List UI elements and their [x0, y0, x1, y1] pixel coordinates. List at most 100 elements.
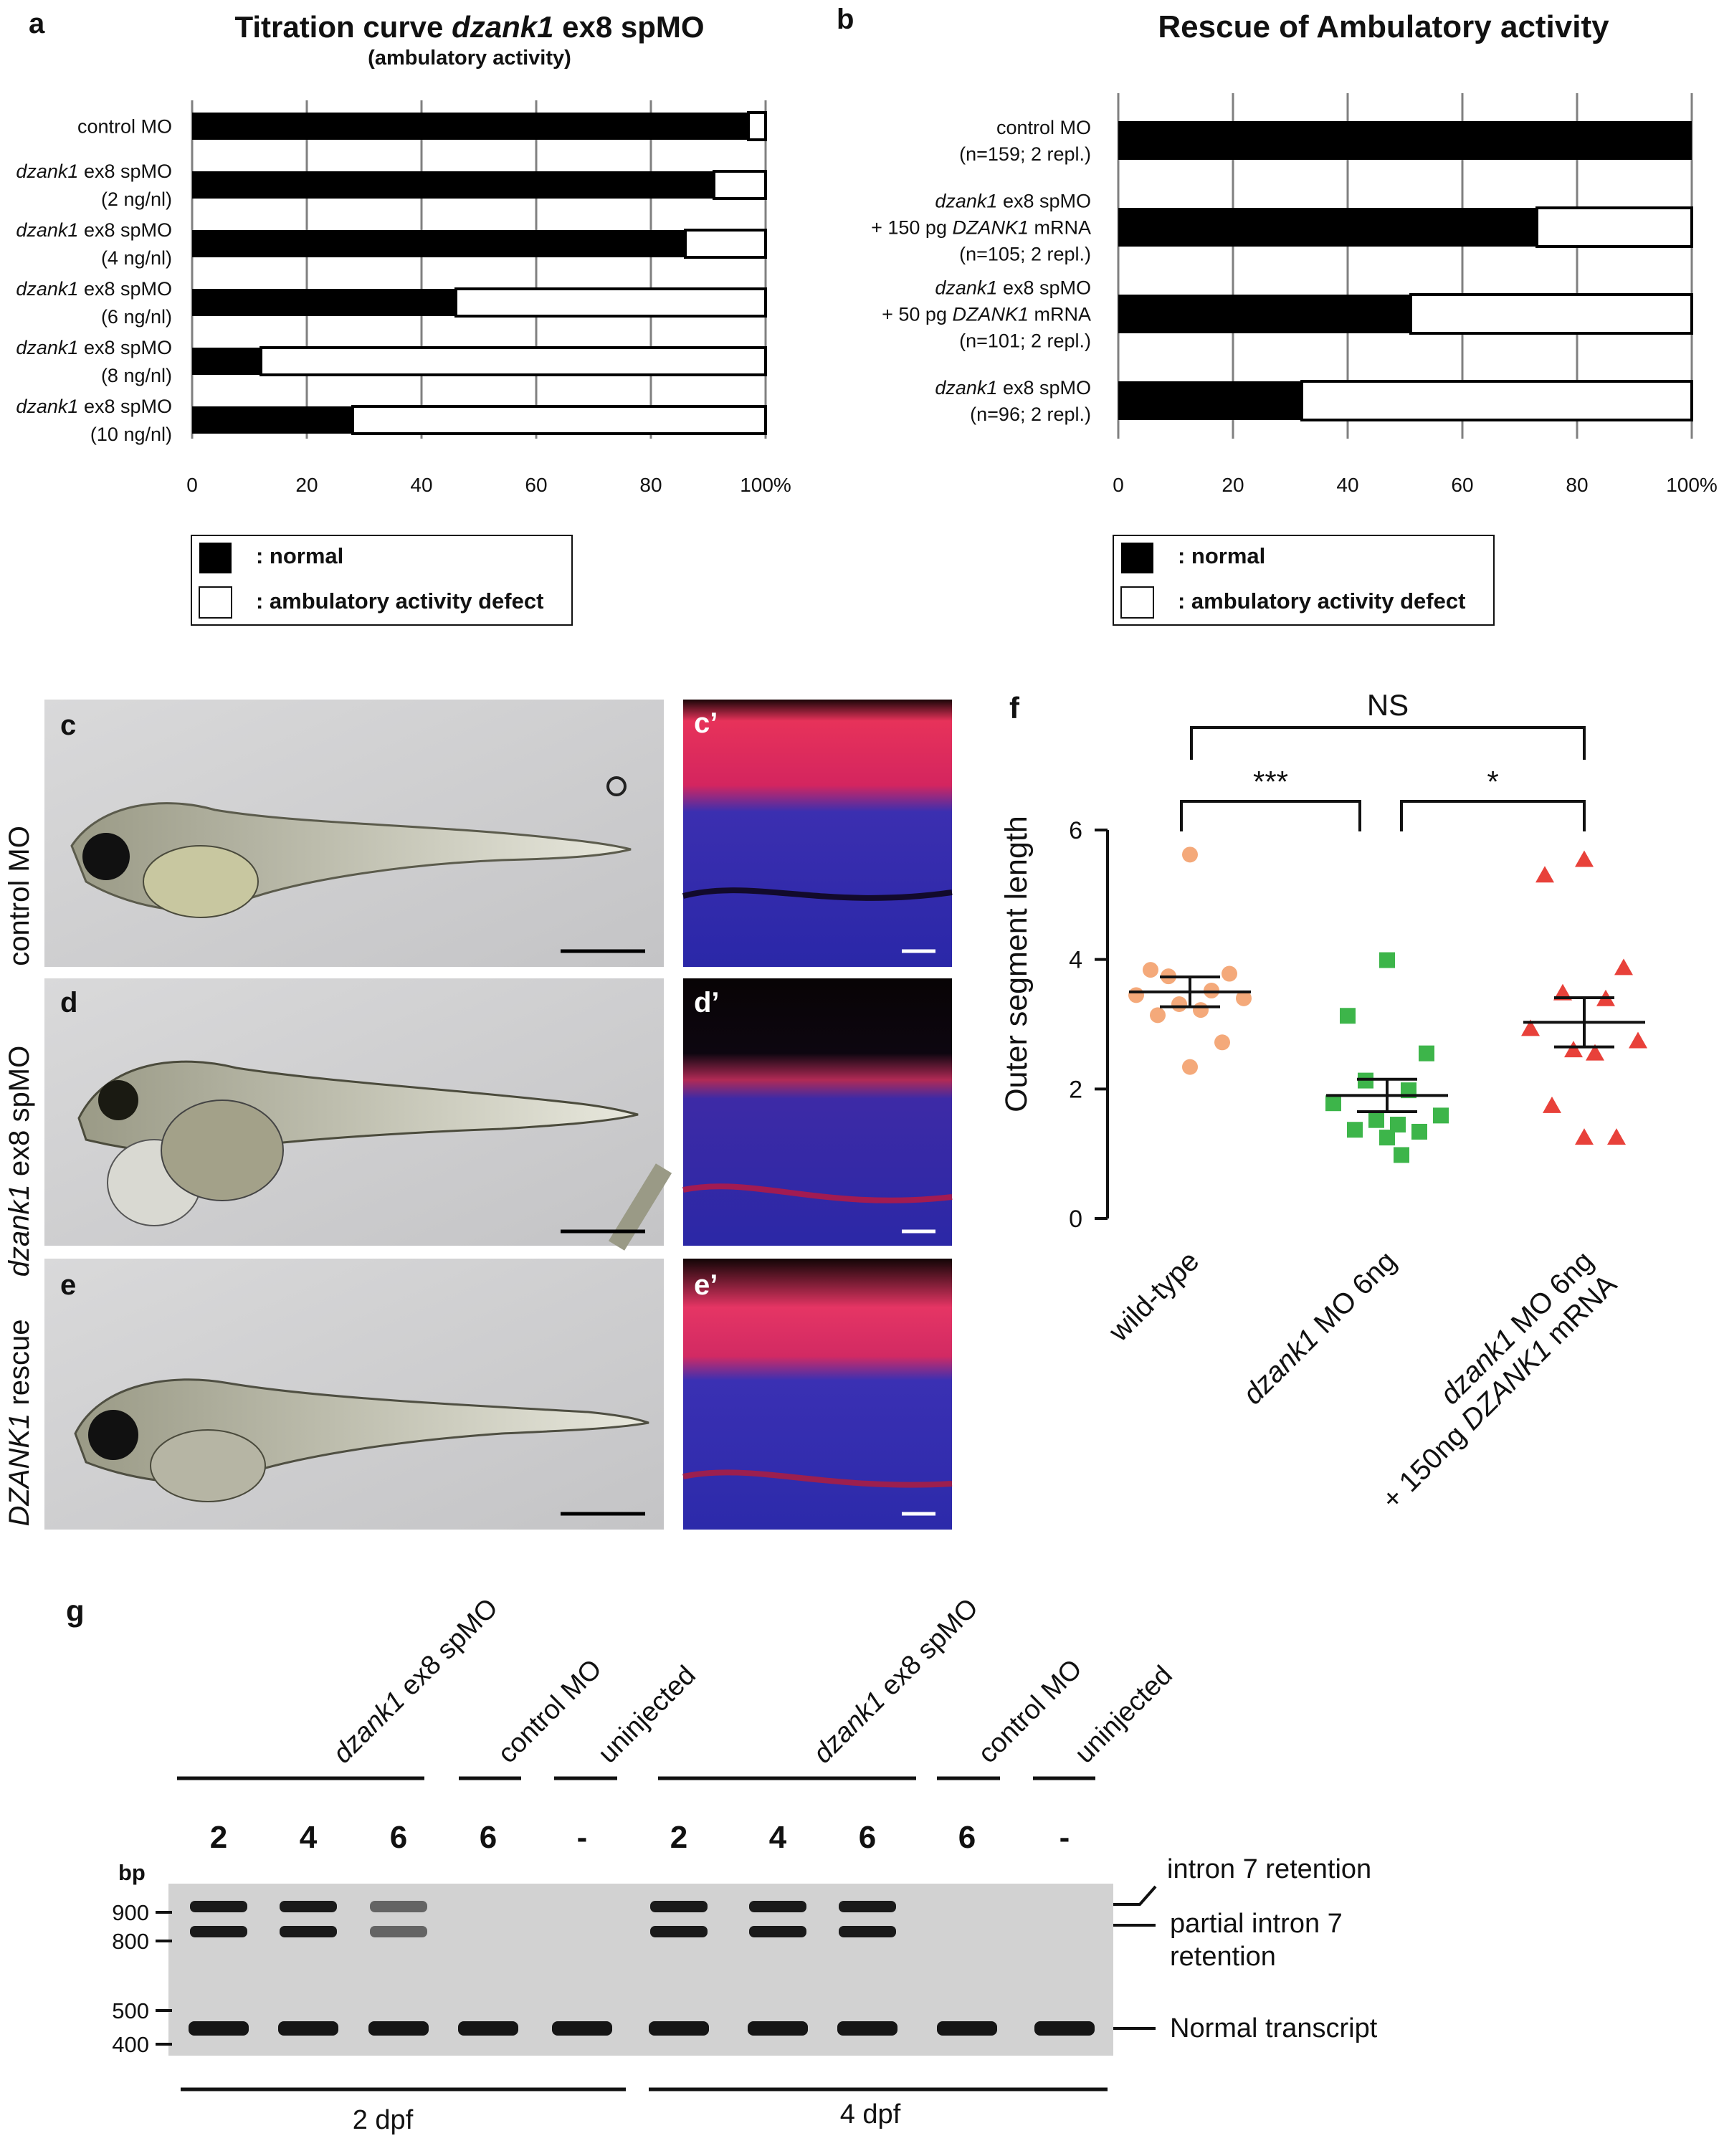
- intron7-pointer: [1113, 1885, 1157, 1906]
- band-normal: [837, 2021, 897, 2036]
- bar-normal: [1118, 295, 1411, 333]
- x-ticks-b: 0 20 40 60 80 100%: [1113, 474, 1718, 496]
- row-label-dzank1-spmo: dzank1 ex8 spMO: [4, 1046, 35, 1277]
- band-800bp: [650, 1926, 708, 1937]
- air-bubble: [606, 776, 627, 796]
- legend-label-normal-a: : normal: [256, 543, 343, 568]
- ladder-label: 900: [112, 1900, 149, 1925]
- significance-label: *: [1487, 765, 1498, 798]
- ladder-label: 400: [112, 2032, 149, 2057]
- significance-label: ***: [1253, 765, 1288, 798]
- chart-title-a: Titration curve dzank1 ex8 spMO: [234, 10, 704, 44]
- bars-b: [1118, 121, 1693, 421]
- panel-f-scatter-chart: f Outer segment length 0 2 4 6 wild-type dza…: [999, 688, 1647, 1516]
- photo-panel-e: e: [44, 1259, 664, 1530]
- lane-label: 4: [300, 1820, 318, 1855]
- category-label: control MO: [996, 117, 1091, 138]
- legend-box-a: [191, 535, 573, 626]
- row-label-control-mo: control MO: [4, 826, 35, 966]
- band-800bp: [749, 1926, 806, 1937]
- lane-group-label: control MO: [492, 1654, 608, 1769]
- category-label: (n=159; 2 repl.): [959, 143, 1091, 165]
- category-label: control MO: [77, 115, 172, 137]
- photo-panel-c: c: [44, 700, 664, 967]
- category-label: dzank1 ex8 spMO: [16, 337, 172, 358]
- category-label: dzank1 ex8 spMO: [16, 219, 172, 241]
- band-900bp: [280, 1901, 337, 1912]
- bar-defect: [1300, 380, 1693, 421]
- bar-normal: [1118, 208, 1537, 247]
- data-point: [1340, 1008, 1356, 1024]
- category-label: (6 ng/nl): [101, 306, 172, 328]
- category-label: dzank1 ex8 spMO: [935, 190, 1091, 211]
- band-900bp: [190, 1901, 247, 1912]
- bar-normal: [192, 113, 748, 140]
- lane-labels: 2 4 6 6 - 2 4 6 6 -: [210, 1820, 1070, 1855]
- x-tick-label: 100%: [740, 474, 791, 496]
- panel-b-rescue-chart: b Rescue of Ambulatory activity control …: [837, 4, 1718, 626]
- data-point: [1543, 1096, 1561, 1113]
- y-tick-label: 6: [1069, 817, 1082, 844]
- yolk-sac: [150, 1429, 266, 1502]
- data-point: [1214, 1034, 1230, 1051]
- data-point: [1379, 952, 1395, 968]
- bar-defect: [747, 111, 767, 141]
- category-label: (n=101; 2 repl.): [959, 330, 1091, 351]
- data-point: [1575, 1128, 1594, 1145]
- chart-subtitle-a: (ambulatory activity): [368, 47, 571, 70]
- panel-letter-d: d: [60, 987, 77, 1019]
- fluorescence-panel-c-prime: c’: [682, 700, 953, 967]
- data-point: [1394, 1147, 1409, 1163]
- panel-letter-c-prime: c’: [694, 707, 718, 739]
- data-point: [1150, 1007, 1166, 1024]
- chart-title-b: Rescue of Ambulatory activity: [1158, 9, 1609, 44]
- x-category-label: wild-type: [1103, 1245, 1205, 1348]
- timepoint-2dpf: 2 dpf: [353, 2105, 414, 2135]
- panel-letter-e: e: [60, 1269, 76, 1301]
- data-point: [1629, 1031, 1647, 1049]
- lane-group-label: uninjected: [593, 1660, 702, 1769]
- data-point: [1222, 965, 1237, 982]
- x-tick-label: 40: [1336, 474, 1358, 496]
- significance-brackets-f: NS*** *: [1180, 688, 1586, 831]
- category-label: + 150 pg DZANK1 mRNA: [871, 216, 1091, 238]
- band-normal: [552, 2021, 612, 2036]
- legend-label-defect-b: : ambulatory activity defect: [1178, 588, 1465, 614]
- panel-letter-c: c: [60, 710, 76, 741]
- data-point: [1419, 1045, 1434, 1062]
- legend-swatch-normal-a: [199, 543, 232, 573]
- category-label: dzank1 ex8 spMO: [16, 161, 172, 182]
- band-normal: [1034, 2021, 1095, 2036]
- fluorescence-panel-d-prime: d’: [682, 978, 953, 1246]
- row-label-dzank1-rescue: DZANK1 rescue: [4, 1320, 35, 1527]
- fluorescence-panel-e-prime: e’: [682, 1259, 953, 1530]
- category-label: (4 ng/nl): [101, 247, 172, 269]
- lane-group-label: dzank1 ex8 spMO: [808, 1593, 984, 1769]
- x-ticks-a: 0 20 40 60 80 100%: [186, 474, 791, 496]
- bar-normal: [192, 171, 714, 199]
- data-point: [1368, 1112, 1384, 1128]
- bar-defect: [351, 405, 767, 435]
- x-tick-label: 60: [525, 474, 547, 496]
- panel-letter-e-prime: e’: [694, 1269, 718, 1301]
- band-800bp: [190, 1926, 247, 1937]
- category-label: (2 ng/nl): [101, 189, 172, 210]
- label-partial-intron7: partial intron 7: [1170, 1909, 1343, 1939]
- lane-label: -: [1060, 1820, 1070, 1855]
- bar-defect: [684, 229, 767, 259]
- band-900bp: [650, 1901, 708, 1912]
- label-normal-transcript: Normal transcript: [1170, 2013, 1378, 2043]
- yolk-sac: [161, 1100, 284, 1201]
- bar-normal: [1118, 121, 1692, 160]
- legend-b: : normal : ambulatory activity defect: [1113, 535, 1495, 626]
- data-point: [1347, 1122, 1363, 1138]
- mean-sem-bars-f: [1129, 976, 1645, 1113]
- significance-bracket: [1180, 800, 1361, 831]
- y-tick-label: 0: [1069, 1206, 1082, 1233]
- plexiform-layer: [682, 1183, 953, 1203]
- x-tick-label: 80: [639, 474, 662, 496]
- x-tick-label: 40: [410, 474, 432, 496]
- legend-label-normal-b: : normal: [1178, 543, 1265, 568]
